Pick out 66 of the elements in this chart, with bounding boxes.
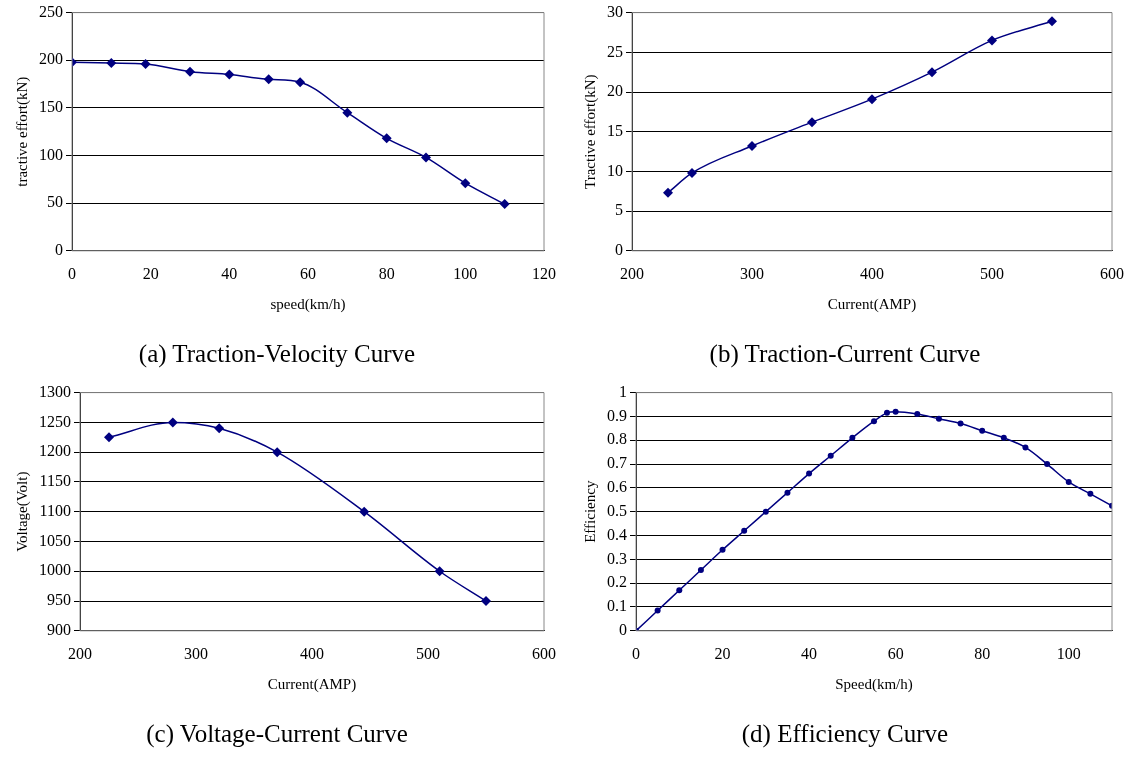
y-tick-label: 1	[619, 382, 627, 400]
y-axis-title: tractive effort(kN)	[13, 76, 31, 187]
y-tick-label: 1300	[39, 382, 71, 400]
y-tick-label: 0	[615, 241, 623, 258]
y-tick-label: 0.5	[607, 501, 627, 519]
x-tick-label: 500	[416, 644, 440, 662]
x-tick-label: 60	[887, 644, 904, 662]
x-axis-title: speed(km/h)	[270, 295, 346, 313]
y-tick-label: 1200	[39, 442, 71, 460]
x-axis-title: Speed(km/h)	[835, 675, 913, 693]
y-tick-label: 30	[607, 2, 623, 20]
x-tick-label: 40	[221, 264, 238, 282]
x-tick-label: 80	[378, 264, 395, 282]
y-tick-label: 250	[39, 2, 63, 20]
y-tick-label: 10	[607, 161, 623, 179]
x-tick-label: 200	[68, 644, 92, 662]
x-tick-label: 400	[300, 644, 324, 662]
y-axis-title: Efficiency	[581, 480, 598, 543]
x-tick-label: 80	[974, 644, 991, 662]
x-axis-title: Current(AMP)	[827, 295, 917, 313]
x-tick-label: 40	[801, 644, 818, 662]
y-tick-label: 200	[39, 50, 63, 68]
y-tick-label: 15	[607, 121, 623, 139]
y-tick-label: 100	[39, 145, 63, 163]
y-tick-label: 0.4	[607, 525, 627, 543]
text: (d) Efficiency Curve	[741, 719, 949, 748]
x-tick-label: 400	[860, 264, 884, 282]
x-tick-label: 20	[714, 644, 731, 662]
x-tick-label: 20	[142, 264, 159, 282]
y-tick-label: 900	[47, 621, 71, 638]
y-axis-title: Tractive effort(kN)	[581, 74, 599, 189]
y-tick-label: 1100	[39, 501, 71, 519]
y-tick-label: 20	[607, 82, 623, 100]
y-tick-label: 0.3	[607, 549, 627, 567]
y-tick-label: 0.2	[607, 573, 627, 591]
x-tick-label: 300	[740, 264, 764, 282]
x-tick-label: 100	[1056, 644, 1081, 662]
x-tick-label: 60	[300, 264, 316, 282]
y-tick-label: 0	[619, 621, 627, 638]
x-tick-label: 120	[532, 264, 556, 282]
text: (b) Traction-Current Curve	[709, 339, 981, 368]
x-tick-label: 0	[632, 644, 640, 662]
y-tick-label: 0.7	[607, 454, 627, 472]
x-tick-label: 600	[1100, 264, 1124, 282]
text: (c) Voltage-Current Curve	[146, 719, 408, 748]
x-tick-label: 600	[532, 644, 556, 662]
y-tick-label: 5	[615, 201, 623, 219]
y-tick-label: 1250	[39, 412, 71, 430]
y-tick-label: 0.9	[607, 406, 627, 424]
y-tick-label: 1150	[39, 472, 71, 490]
x-tick-label: 500	[980, 264, 1004, 282]
y-tick-label: 0.8	[607, 430, 627, 448]
x-tick-label: 100	[453, 264, 478, 282]
x-tick-label: 300	[184, 644, 208, 662]
y-tick-label: 0.6	[607, 478, 627, 496]
y-tick-label: 50	[47, 193, 63, 211]
y-axis-title: Voltage(Volt)	[13, 471, 31, 552]
y-tick-label: 0.1	[607, 597, 627, 615]
text: (a) Traction-Velocity Curve	[138, 339, 416, 368]
y-tick-label: 950	[47, 591, 71, 609]
y-tick-label: 1050	[39, 531, 71, 549]
y-tick-label: 25	[607, 42, 623, 60]
y-tick-label: 150	[39, 98, 63, 116]
y-tick-label: 1000	[39, 561, 71, 579]
x-axis-title: Current(AMP)	[267, 675, 357, 693]
y-tick-label: 0	[55, 241, 63, 258]
